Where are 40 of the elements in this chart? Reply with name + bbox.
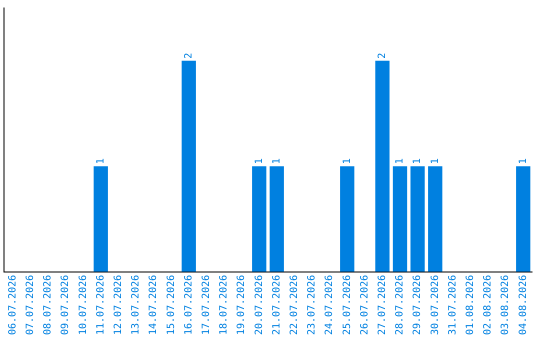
x-tick-label: 26.07.2026 [359, 274, 370, 336]
data-label: 1 [394, 158, 406, 164]
x-tick-label: 11.07.2026 [95, 274, 106, 336]
x-tick-label: 07.07.2026 [24, 274, 36, 336]
x-tick-label: 03.08.2026 [500, 274, 512, 336]
x-tick-label: 19.07.2026 [236, 274, 248, 336]
x-tick-label: 18.07.2026 [218, 274, 230, 336]
x-tick-label: 21.07.2026 [271, 274, 282, 336]
x-tick-label: 27.07.2026 [376, 274, 388, 336]
x-tick-label: 06.07.2026 [7, 274, 18, 336]
x-tick-label: 04.08.2026 [518, 274, 529, 336]
x-tick-label: 29.07.2026 [412, 274, 424, 336]
x-tick-label: 22.07.2026 [288, 274, 300, 336]
data-label: 1 [271, 158, 282, 164]
x-tick-label: 01.08.2026 [464, 274, 476, 336]
x-tick-label: 16.07.2026 [183, 274, 194, 336]
x-tick-label: 13.07.2026 [130, 274, 142, 336]
x-tick-label: 12.07.2026 [112, 274, 124, 336]
x-tick-label: 02.08.2026 [482, 274, 494, 336]
data-label: 1 [518, 158, 529, 164]
x-tick-label: 20.07.2026 [254, 274, 265, 336]
data-label: 1 [95, 158, 106, 164]
data-label: 1 [430, 158, 441, 164]
x-tick-label: 17.07.2026 [200, 274, 212, 336]
data-label: 1 [412, 158, 424, 164]
x-tick-label: 25.07.2026 [342, 274, 353, 336]
x-tick-label: 08.07.2026 [42, 274, 54, 336]
x-tick-label: 31.07.2026 [447, 274, 458, 336]
x-tick-label: 30.07.2026 [430, 274, 441, 336]
x-tick-label: 15.07.2026 [166, 274, 177, 336]
data-label: 1 [254, 158, 265, 164]
x-tick-label: 14.07.2026 [148, 274, 160, 336]
x-tick-label: 10.07.2026 [78, 274, 89, 336]
x-tick-label: 23.07.2026 [306, 274, 318, 336]
data-label: 2 [376, 52, 388, 59]
x-tick-label: 24.07.2026 [324, 274, 336, 336]
data-label: 1 [342, 158, 353, 164]
x-tick-label: 09.07.2026 [60, 274, 72, 336]
data-label: 2 [183, 52, 194, 59]
x-tick-label: 28.07.2026 [394, 274, 406, 336]
